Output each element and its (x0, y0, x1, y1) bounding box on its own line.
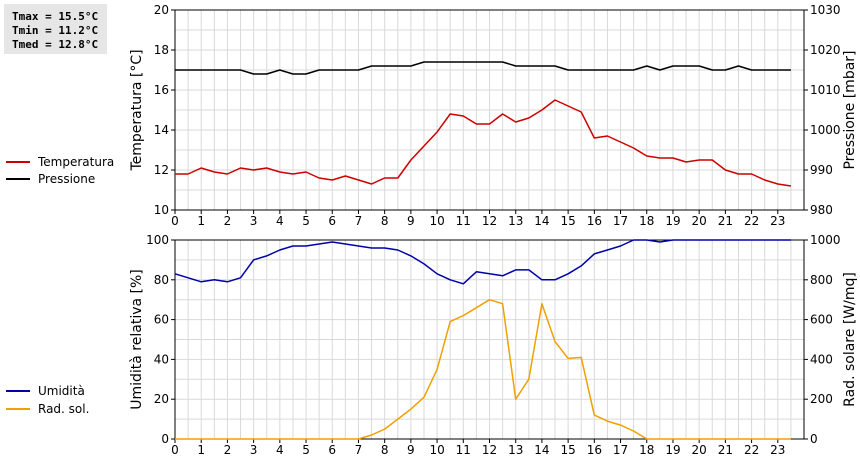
stat-tmax: Tmax = 15.5°C (12, 10, 99, 23)
bottom-x-tick-label: 5 (302, 443, 310, 457)
bottom-x-tick-label: 21 (718, 443, 733, 457)
legend-label-temperature: Temperatura (38, 155, 115, 169)
bottom-y2-tick-label: 0 (810, 432, 818, 446)
bottom-y2-tick-label: 800 (810, 273, 833, 287)
bottom-x-tick-label: 6 (328, 443, 336, 457)
top-x-tick-label: 2 (224, 214, 232, 228)
top-x-tick-label: 8 (381, 214, 389, 228)
bottom-x-tick-label: 12 (482, 443, 497, 457)
top-x-tick-label: 1 (197, 214, 205, 228)
series-line-temperatura (175, 99, 792, 187)
stat-tmin: Tmin = 11.2°C (12, 24, 99, 37)
top-y-tick-label: 20 (154, 3, 169, 17)
top-y2-tick-label: 990 (810, 163, 833, 177)
stat-tmed: Tmed = 12.8°C (12, 38, 99, 51)
bottom-x-tick-label: 9 (407, 443, 415, 457)
top-x-tick-label: 10 (429, 214, 444, 228)
bottom-x-tick-label: 16 (587, 443, 602, 457)
top-x-tick-label: 14 (534, 214, 549, 228)
top-x-tick-label: 9 (407, 214, 415, 228)
legend-item-pressure: Pressione (6, 171, 95, 187)
series-line-rad-sol (175, 298, 791, 440)
top-y2-tick-label: 1010 (810, 83, 841, 97)
bottom-x-tick-label: 10 (429, 443, 444, 457)
bottom-x-tick-label: 1 (197, 443, 205, 457)
bottom-x-tick-label: 23 (770, 443, 785, 457)
bottom-y-tick-label: 80 (154, 273, 169, 287)
bottom-y-tick-label: 40 (154, 352, 169, 366)
bottom-x-tick-label: 2 (224, 443, 232, 457)
bottom-y-tick-label: 0 (161, 432, 169, 446)
top-y2-tick-label: 1020 (810, 43, 841, 57)
bottom-x-tick-label: 14 (534, 443, 549, 457)
top-x-tick-label: 13 (508, 214, 523, 228)
bottom-x-tick-label: 20 (692, 443, 707, 457)
top-x-tick-label: 15 (560, 214, 575, 228)
bottom-x-tick-label: 0 (171, 443, 179, 457)
top-y-tick-label: 16 (154, 83, 169, 97)
top-x-tick-label: 18 (639, 214, 654, 228)
bottom-x-tick-label: 8 (381, 443, 389, 457)
top-x-tick-label: 12 (482, 214, 497, 228)
series-line-pressione (175, 61, 791, 75)
bottom-x-tick-label: 7 (355, 443, 363, 457)
bottom-x-tick-label: 18 (639, 443, 654, 457)
bottom-y-tick-label: 20 (154, 392, 169, 406)
bottom-y2-tick-label: 1000 (810, 233, 841, 247)
legend-swatch-humidity (6, 390, 30, 392)
bottom-y2-tick-label: 200 (810, 392, 833, 406)
bottom-y2-axis-label: Rad. solare [W/mq] (842, 272, 858, 407)
top-x-tick-label: 22 (744, 214, 759, 228)
top-x-tick-label: 19 (665, 214, 680, 228)
legend-swatch-radiation (6, 408, 30, 410)
top-x-tick-label: 0 (171, 214, 179, 228)
legend-item-humidity: Umidità (6, 383, 85, 399)
legend-label-humidity: Umidità (38, 384, 85, 398)
top-x-tick-label: 7 (355, 214, 363, 228)
top-y2-tick-label: 1030 (810, 3, 841, 17)
bottom-x-tick-label: 3 (250, 443, 258, 457)
top-y2-axis-label: Pressione [mbar] (842, 50, 858, 169)
top-x-tick-label: 16 (587, 214, 602, 228)
bottom-x-tick-label: 19 (665, 443, 680, 457)
top-y-axis-label: Temperatura [°C] (129, 49, 145, 171)
top-y-tick-label: 10 (154, 203, 169, 217)
top-x-tick-label: 21 (718, 214, 733, 228)
bottom-x-tick-label: 15 (560, 443, 575, 457)
top-x-tick-label: 17 (613, 214, 628, 228)
bottom-x-tick-label: 4 (276, 443, 284, 457)
bottom-y2-tick-label: 400 (810, 352, 833, 366)
bottom-x-tick-label: 17 (613, 443, 628, 457)
bottom-x-tick-label: 22 (744, 443, 759, 457)
legend-label-pressure: Pressione (38, 172, 96, 186)
series-line-umidit (174, 239, 791, 285)
legend-swatch-pressure (6, 178, 30, 180)
top-x-tick-label: 11 (456, 214, 471, 228)
bottom-y-tick-label: 60 (154, 313, 169, 327)
bottom-y-axis-label: Umidità relativa [%] (129, 269, 145, 410)
top-x-tick-label: 6 (328, 214, 336, 228)
top-y2-tick-label: 1000 (810, 123, 841, 137)
stats-box: Tmax = 15.5°C Tmin = 11.2°C Tmed = 12.8°… (4, 4, 107, 54)
legend-item-temperature: Temperatura (6, 154, 114, 170)
legend-label-radiation: Rad. sol. (38, 402, 90, 416)
bottom-y2-tick-label: 600 (810, 313, 833, 327)
bottom-x-tick-label: 13 (508, 443, 523, 457)
top-x-tick-label: 3 (250, 214, 258, 228)
legend-swatch-temperature (6, 161, 30, 163)
top-y-tick-label: 18 (154, 43, 169, 57)
bottom-y-tick-label: 100 (146, 233, 169, 247)
top-x-tick-label: 20 (692, 214, 707, 228)
top-x-tick-label: 23 (770, 214, 785, 228)
top-y-tick-label: 14 (154, 123, 169, 137)
top-y2-tick-label: 980 (810, 203, 833, 217)
top-x-tick-label: 4 (276, 214, 284, 228)
top-x-tick-label: 5 (302, 214, 310, 228)
legend-item-radiation: Rad. sol. (6, 401, 89, 417)
top-y-tick-label: 12 (154, 163, 169, 177)
bottom-x-tick-label: 11 (456, 443, 471, 457)
